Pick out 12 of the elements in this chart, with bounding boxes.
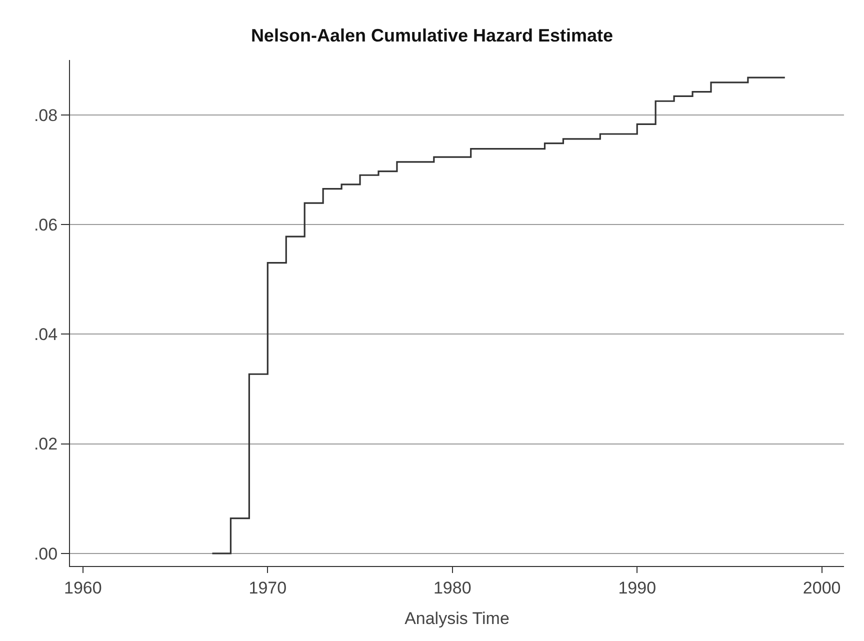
y-tick-label: .06 xyxy=(34,215,58,234)
x-axis-title: Analysis Time xyxy=(404,608,510,628)
x-tick-label: 1970 xyxy=(248,578,287,598)
y-tick-label: .08 xyxy=(34,106,58,125)
y-tick-label: .02 xyxy=(34,434,58,454)
x-tick-label: 1980 xyxy=(433,578,472,598)
y-tick-label: .04 xyxy=(34,325,58,344)
x-tick-label: 1960 xyxy=(64,578,102,598)
chart-title: Nelson-Aalen Cumulative Hazard Estimate xyxy=(250,25,614,46)
y-tick-label: .00 xyxy=(34,544,58,564)
x-tick-label: 2000 xyxy=(802,578,841,598)
x-tick-label: 1990 xyxy=(618,578,656,598)
